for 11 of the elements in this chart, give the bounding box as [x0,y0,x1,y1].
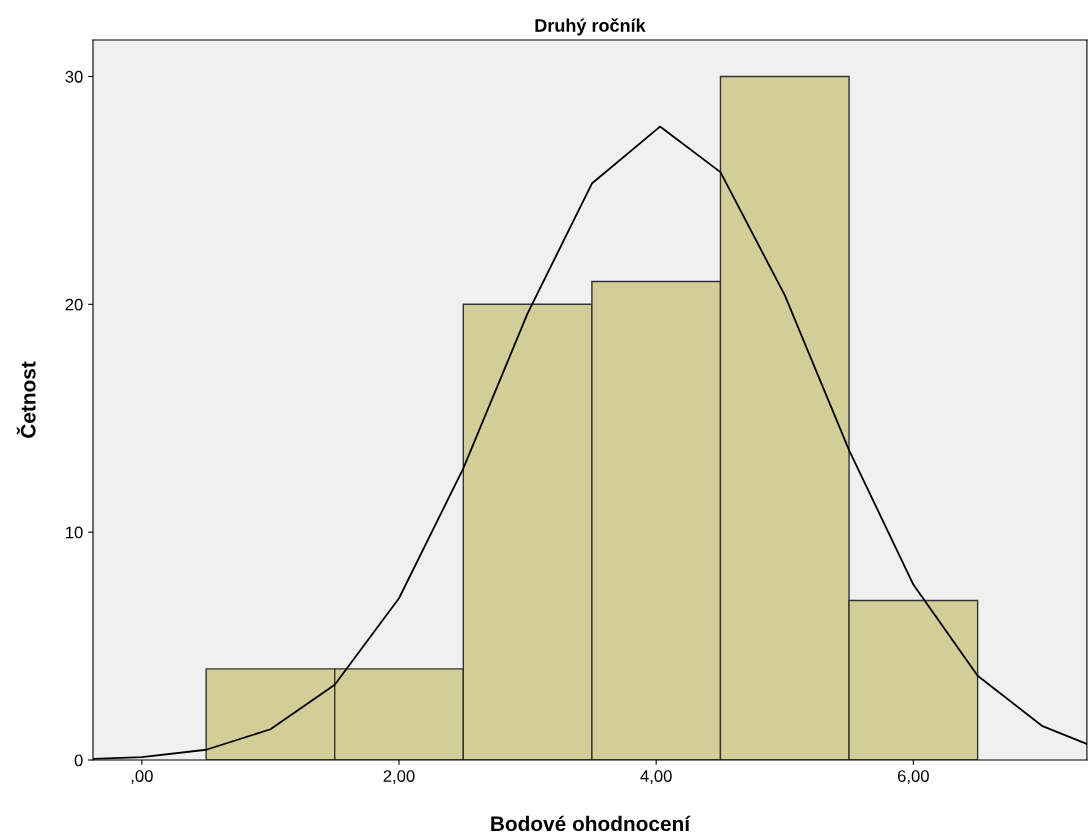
y-tick-label: 0 [74,754,83,767]
x-tick-label: 4,00 [640,770,672,784]
y-tick-label: 30 [65,70,83,83]
x-axis-title: Bodové ohodnocení [491,815,691,832]
y-axis-title: Četnost [16,361,36,438]
y-tick-label: 10 [66,526,83,539]
x-tick-label: ,00 [131,770,153,784]
chart-title: Druhý ročník [535,18,646,36]
y-tick-label: 20 [65,298,83,311]
x-tick-label: 2,00 [383,770,415,784]
x-tick-label: 6,00 [897,770,929,784]
